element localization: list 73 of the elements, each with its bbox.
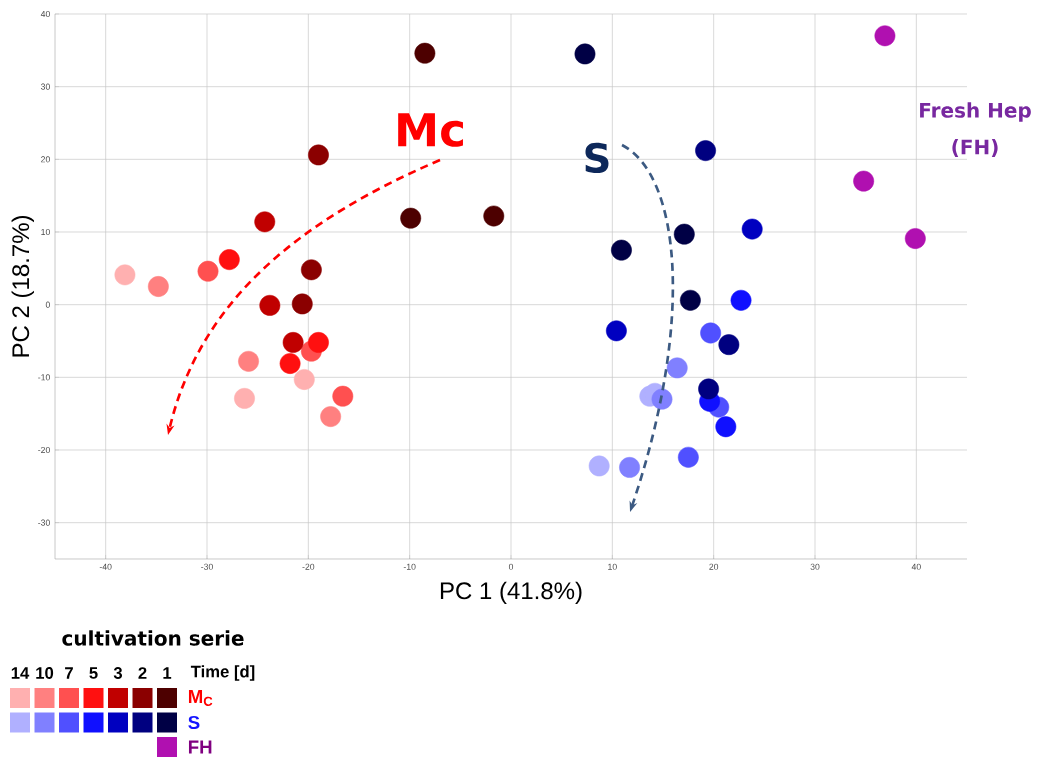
annotation: Mc [398, 113, 463, 147]
text: FH [188, 740, 212, 754]
y-tick-label: -20 [38, 446, 50, 454]
point [291, 293, 313, 315]
point [611, 239, 632, 261]
text: 3 [113, 667, 123, 679]
point [695, 140, 716, 162]
point [293, 369, 315, 390]
point [234, 388, 255, 409]
point [730, 289, 752, 311]
point [300, 259, 322, 281]
point [666, 357, 688, 379]
point [279, 353, 301, 374]
y-tick-label: 20 [41, 156, 50, 163]
point [718, 334, 740, 356]
point [605, 320, 627, 342]
point [254, 211, 276, 233]
point [197, 260, 219, 282]
y-axis-title: PC 2 (18.7%) [11, 215, 34, 357]
text: 7 [65, 667, 73, 679]
y-tick-label: 40 [40, 10, 50, 18]
text: 2 [138, 667, 147, 679]
point [238, 350, 259, 372]
text: 5 [89, 667, 98, 679]
point [147, 276, 169, 297]
y-tick-label: 10 [41, 228, 50, 236]
point [400, 207, 422, 229]
point [874, 25, 896, 47]
x-tick-label: 0 [508, 563, 514, 570]
point [677, 446, 699, 468]
point [698, 378, 720, 400]
point [483, 205, 505, 227]
point [282, 332, 304, 353]
text: Time [d] [190, 665, 255, 681]
text: S [188, 715, 200, 730]
legend-title: cultivation serie [62, 630, 244, 646]
point [414, 42, 436, 64]
point [588, 455, 610, 477]
x-tick-label: -40 [99, 563, 112, 570]
point [332, 385, 354, 407]
x-tick-label: 40 [911, 563, 921, 570]
point [853, 170, 875, 192]
annotation: Fresh Hep [920, 102, 1031, 122]
point [259, 294, 281, 316]
point [904, 228, 926, 249]
x-tick-label: 10 [608, 563, 617, 570]
point [574, 43, 596, 65]
point [700, 322, 722, 344]
x-tick-label: -10 [403, 563, 416, 570]
point [619, 457, 640, 478]
y-tick-label: -30 [38, 519, 50, 526]
annotation: (FH) [952, 139, 998, 157]
y-tick-label: -10 [38, 374, 50, 381]
point [320, 406, 342, 427]
y-tick-label: 0 [45, 301, 50, 308]
x-tick-label: -30 [201, 563, 213, 570]
x-axis-title: PC 1 (41.8%) [440, 581, 582, 605]
text: M$_{C}$ [188, 690, 213, 706]
point [679, 289, 701, 311]
point [218, 249, 240, 271]
point [308, 144, 329, 166]
x-tick-label: 30 [810, 563, 820, 570]
x-tick-label: -20 [302, 563, 315, 570]
point [673, 223, 695, 245]
text: 14 [11, 667, 30, 679]
point [741, 218, 763, 240]
point [114, 264, 136, 286]
point [308, 332, 329, 353]
y-tick-label: 30 [40, 83, 50, 90]
text: 1 [163, 667, 172, 679]
annotation: S [585, 142, 609, 174]
point [715, 416, 737, 438]
x-tick-label: 20 [709, 563, 719, 570]
